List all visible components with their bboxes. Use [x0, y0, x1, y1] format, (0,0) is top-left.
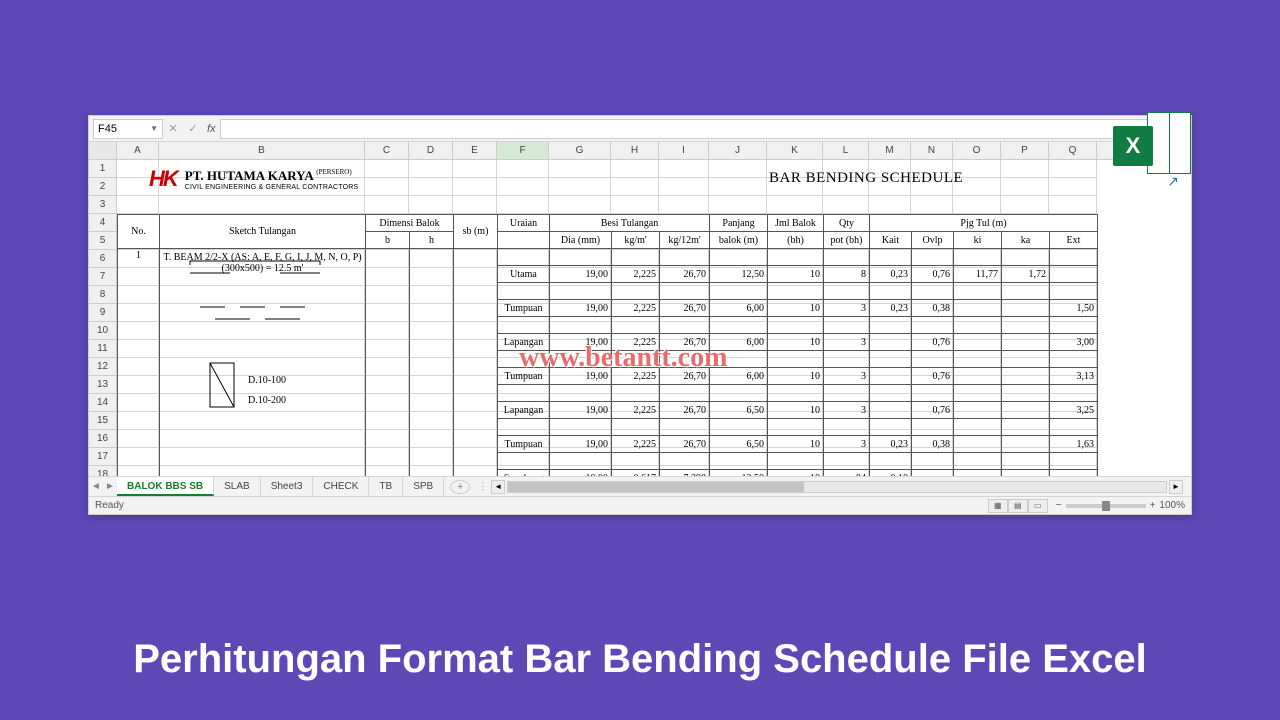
scroll-left-button[interactable]: ◄	[491, 480, 505, 494]
column-header-F[interactable]: F	[497, 142, 549, 159]
row-header-12[interactable]: 12	[89, 358, 117, 376]
row-header-5[interactable]: 5	[89, 232, 117, 250]
svg-text:D.10-100: D.10-100	[248, 375, 286, 386]
scroll-right-button[interactable]: ►	[1169, 480, 1183, 494]
sheet-area: ABCDEFGHIJKLMNOPQ 1234567891011121314151…	[89, 142, 1191, 478]
sheet-tab-balok-bbs-sb[interactable]: BALOK BBS SB	[117, 477, 214, 496]
row-header-3[interactable]: 3	[89, 196, 117, 214]
column-header-E[interactable]: E	[453, 142, 497, 159]
column-header-N[interactable]: N	[911, 142, 953, 159]
row-header-8[interactable]: 8	[89, 286, 117, 304]
column-header-M[interactable]: M	[869, 142, 911, 159]
row-header-4[interactable]: 4	[89, 214, 117, 232]
excel-x-icon: X	[1113, 126, 1153, 166]
column-header-C[interactable]: C	[365, 142, 409, 159]
select-all-corner[interactable]	[89, 142, 117, 159]
company-subtitle: CIVIL ENGINEERING & GENERAL CONTRACTORS	[185, 184, 359, 191]
sheet-title: BAR BENDING SCHEDULE	[769, 170, 963, 187]
column-header-G[interactable]: G	[549, 142, 611, 159]
row-header-14[interactable]: 14	[89, 394, 117, 412]
row-header-9[interactable]: 9	[89, 304, 117, 322]
column-header-J[interactable]: J	[709, 142, 767, 159]
normal-view-button[interactable]: ▦	[988, 499, 1008, 513]
status-text: Ready	[95, 500, 988, 511]
row-header-6[interactable]: 6	[89, 250, 117, 268]
column-header-A[interactable]: A	[117, 142, 159, 159]
zoom-value: 100%	[1159, 500, 1185, 511]
zoom-control[interactable]: − + 100%	[1056, 500, 1185, 511]
zoom-slider[interactable]	[1066, 504, 1146, 508]
company-logo: HK	[149, 166, 177, 192]
tab-prev-icon[interactable]: ◄	[89, 481, 103, 492]
fx-icon[interactable]: fx	[207, 123, 216, 135]
column-header-I[interactable]: I	[659, 142, 709, 159]
row-header-7[interactable]: 7	[89, 268, 117, 286]
row-header-2[interactable]: 2	[89, 178, 117, 196]
page-caption: Perhitungan Format Bar Bending Schedule …	[0, 637, 1280, 682]
row-header-10[interactable]: 10	[89, 322, 117, 340]
add-sheet-button[interactable]: +	[450, 480, 470, 494]
sheet-tab-spb[interactable]: SPB	[403, 477, 444, 496]
row-header-11[interactable]: 11	[89, 340, 117, 358]
name-box[interactable]: F45 ▼	[93, 119, 163, 139]
sheet-tabs-bar: ◄ ► BALOK BBS SBSLABSheet3CHECKTBSPB + ⋮…	[89, 476, 1191, 496]
row-header-13[interactable]: 13	[89, 376, 117, 394]
column-header-P[interactable]: P	[1001, 142, 1049, 159]
accept-formula-icon[interactable]: ✓	[183, 122, 203, 135]
column-header-B[interactable]: B	[159, 142, 365, 159]
name-box-value: F45	[98, 123, 117, 135]
formula-bar: F45 ▼ ✕ ✓ fx ⌄	[89, 116, 1191, 142]
horizontal-scrollbar[interactable]: ⋮ ◄ ►	[478, 480, 1183, 494]
page-layout-button[interactable]: ▤	[1008, 499, 1028, 513]
tab-next-icon[interactable]: ►	[103, 481, 117, 492]
zoom-in-button[interactable]: +	[1150, 500, 1156, 511]
sheet-tab-check[interactable]: CHECK	[313, 477, 369, 496]
company-block: HK PT. HUTAMA KARYA (PERSERO) CIVIL ENGI…	[149, 166, 358, 192]
column-header-H[interactable]: H	[611, 142, 659, 159]
row-headers: 123456789101112131415161718192021	[89, 160, 117, 478]
sheet-tab-tb[interactable]: TB	[369, 477, 403, 496]
row-header-17[interactable]: 17	[89, 448, 117, 466]
cancel-formula-icon[interactable]: ✕	[163, 122, 183, 135]
page-break-button[interactable]: ▭	[1028, 499, 1048, 513]
column-header-O[interactable]: O	[953, 142, 1001, 159]
row-header-15[interactable]: 15	[89, 412, 117, 430]
zoom-out-button[interactable]: −	[1056, 500, 1062, 511]
column-header-Q[interactable]: Q	[1049, 142, 1097, 159]
sheet-tab-sheet3[interactable]: Sheet3	[261, 477, 314, 496]
row-header-16[interactable]: 16	[89, 430, 117, 448]
formula-input[interactable]	[220, 119, 1171, 139]
column-header-K[interactable]: K	[767, 142, 823, 159]
status-bar: Ready ▦ ▤ ▭ − + 100%	[89, 496, 1191, 514]
svg-text:D.10-200: D.10-200	[248, 395, 286, 406]
column-header-D[interactable]: D	[409, 142, 453, 159]
share-arrow-icon: ↗	[1167, 173, 1179, 190]
sheet-tab-slab[interactable]: SLAB	[214, 477, 261, 496]
row-header-1[interactable]: 1	[89, 160, 117, 178]
chevron-down-icon: ▼	[150, 124, 158, 133]
column-header-L[interactable]: L	[823, 142, 869, 159]
excel-window: F45 ▼ ✕ ✓ fx ⌄ ABCDEFGHIJKLMNOPQ 1234567…	[88, 115, 1192, 515]
data-table: No. Sketch Tulangan Dimensi Balok sb (m)…	[117, 214, 1098, 478]
excel-app-icon: X ↗	[1113, 108, 1191, 186]
column-headers: ABCDEFGHIJKLMNOPQ	[89, 142, 1191, 160]
company-name: PT. HUTAMA KARYA (PERSERO)	[185, 168, 359, 184]
